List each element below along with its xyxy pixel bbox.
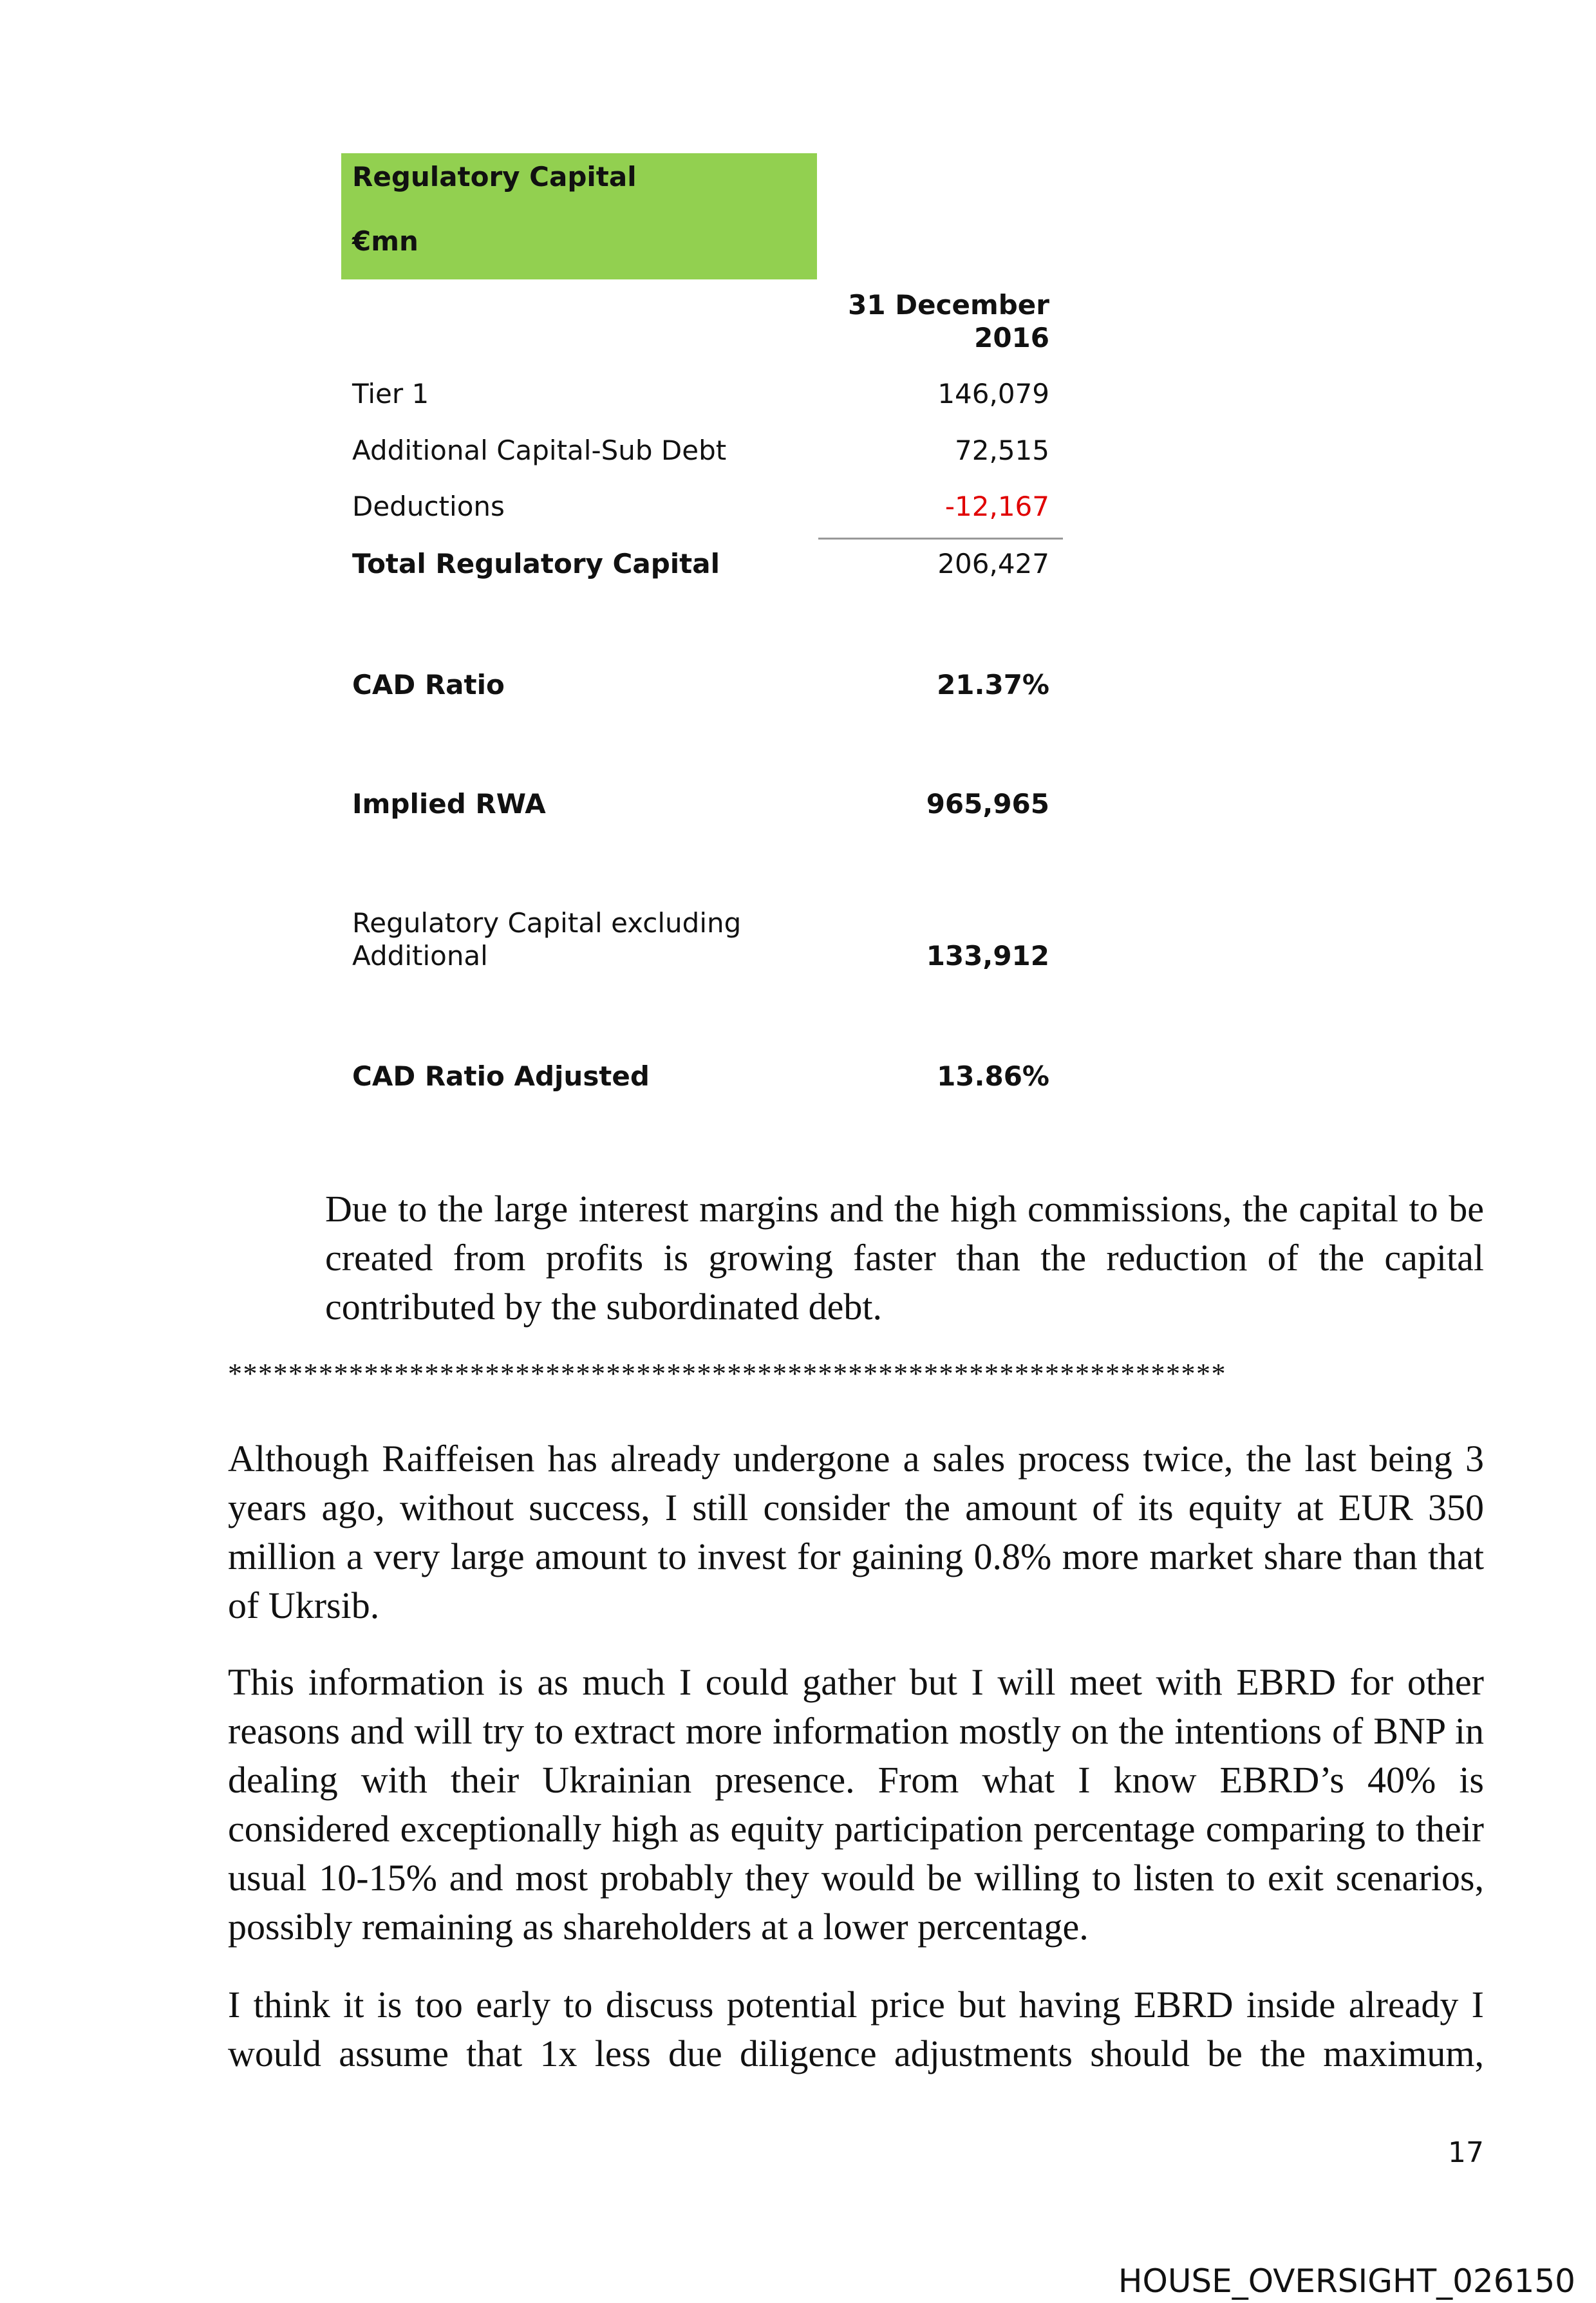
row-value-regcap-excl: 133,912 xyxy=(926,940,1049,972)
paragraph-line: years ago, without success, I still cons… xyxy=(228,1487,1484,1528)
row-value-additional-capital: 72,515 xyxy=(955,435,1049,466)
table-header-box: Regulatory Capital €mn xyxy=(341,153,817,279)
row-value-deductions: -12,167 xyxy=(944,491,1049,522)
paragraph-line: usual 10-15% and most probably they woul… xyxy=(228,1857,1484,1899)
paragraph-line: created from profits is growing faster t… xyxy=(325,1237,1484,1279)
row-value-cad-ratio: 21.37% xyxy=(937,669,1049,700)
row-label-total-regulatory-capital: Total Regulatory Capital xyxy=(352,548,720,579)
row-value-total-regulatory-capital: 206,427 xyxy=(937,548,1049,579)
row-value-implied-rwa: 965,965 xyxy=(926,788,1049,820)
paragraph-line: contributed by the subordinated debt. xyxy=(325,1286,882,1328)
paragraph-line: Due to the large interest margins and th… xyxy=(325,1188,1484,1230)
row-value-tier1: 146,079 xyxy=(937,378,1049,409)
row-label-implied-rwa: Implied RWA xyxy=(352,788,546,820)
row-label-additional-capital: Additional Capital-Sub Debt xyxy=(352,435,727,466)
paragraph-line: This information is as much I could gath… xyxy=(228,1661,1484,1703)
column-header-year: 2016 xyxy=(974,322,1049,353)
paragraph-price: I think it is too early to discuss poten… xyxy=(228,1980,1484,2078)
paragraph-line: dealing with their Ukrainian presence. F… xyxy=(228,1759,1484,1801)
row-label-cad-ratio-adjusted: CAD Ratio Adjusted xyxy=(352,1060,650,1092)
paragraph-line: possibly remaining as shareholders at a … xyxy=(228,1906,1089,1948)
row-label-cad-ratio: CAD Ratio xyxy=(352,669,505,700)
paragraph-line: million a very large amount to invest fo… xyxy=(228,1536,1484,1577)
row-label-regcap-excl-line1: Regulatory Capital excluding xyxy=(352,907,742,939)
row-label-deductions: Deductions xyxy=(352,491,505,522)
paragraph-line: I think it is too early to discuss poten… xyxy=(228,1984,1484,2026)
total-divider xyxy=(818,538,1063,540)
paragraph-capital-growth: Due to the large interest margins and th… xyxy=(325,1185,1484,1331)
row-label-regcap-excl-line2: Additional xyxy=(352,940,488,972)
paragraph-ebrd: This information is as much I could gath… xyxy=(228,1658,1484,1951)
paragraph-raiffeisen: Although Raiffeisen has already undergon… xyxy=(228,1434,1484,1630)
row-value-cad-ratio-adjusted: 13.86% xyxy=(937,1060,1049,1092)
column-header-date: 31 December xyxy=(848,289,1049,321)
separator-asterisks: ****************************************… xyxy=(228,1358,1226,1389)
page-number: 17 xyxy=(1448,2136,1484,2169)
paragraph-line: reasons and will try to extract more inf… xyxy=(228,1710,1484,1752)
table-title: Regulatory Capital xyxy=(352,161,637,193)
paragraph-line: Although Raiffeisen has already undergon… xyxy=(228,1438,1484,1480)
paragraph-line: of Ukrsib. xyxy=(228,1584,380,1626)
paragraph-line: would assume that 1x less due diligence … xyxy=(228,2033,1484,2074)
paragraph-line: considered exceptionally high as equity … xyxy=(228,1808,1484,1850)
document-id-footer: HOUSE_OVERSIGHT_026150 xyxy=(1118,2262,1575,2300)
row-label-tier1: Tier 1 xyxy=(352,378,429,409)
table-unit: €mn xyxy=(352,225,418,257)
